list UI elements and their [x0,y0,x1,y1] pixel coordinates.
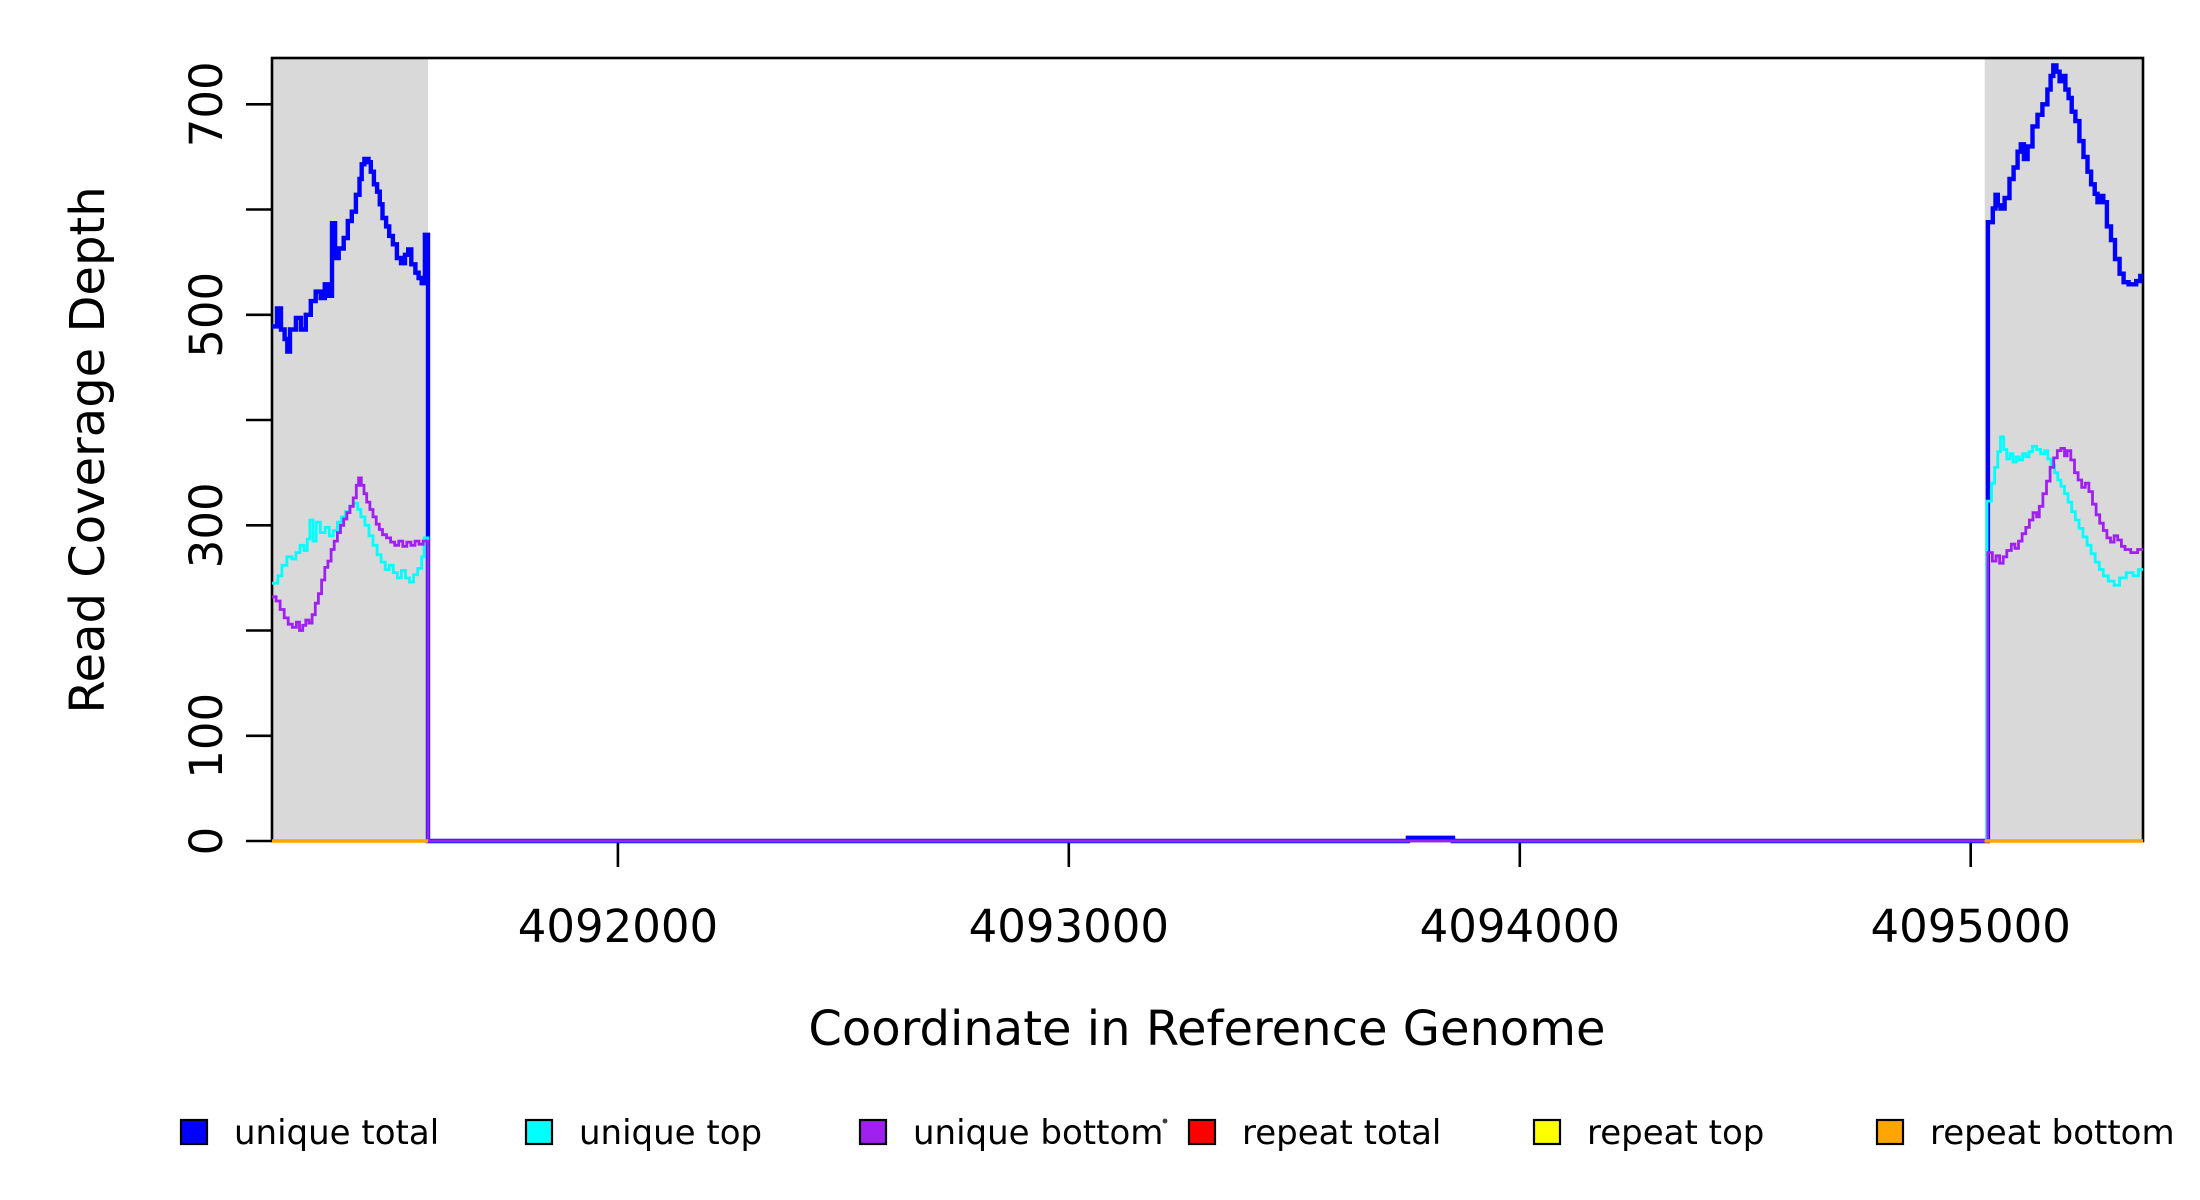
legend-item-unique-top: unique top [524,1113,762,1153]
legend-item-label: repeat total [1242,1113,1441,1153]
y-tick-label: 0 [180,827,233,856]
x-tick-label: 4095000 [1870,900,2070,953]
legend-item-repeat-top: repeat top [1532,1113,1764,1153]
legend-swatch [1875,1118,1905,1146]
legend-swatch [858,1118,888,1146]
legend-stray-mark [1162,1118,1168,1124]
legend: unique total unique top unique bottom repea… [179,1113,2175,1153]
legend-item-label: unique top [579,1113,762,1153]
y-tick-label: 100 [180,693,233,779]
legend-item-label: unique total [234,1113,439,1153]
series-line-unique-top [272,435,2143,843]
y-tick-label: 700 [180,61,233,147]
legend-swatch [179,1118,209,1146]
series-line-unique-bottom [272,447,2143,843]
x-tick-label: 4094000 [1420,900,1620,953]
legend-item-repeat-bottom: repeat bottom [1875,1113,2175,1153]
legend-item-unique-bottom: unique bottom [858,1113,1163,1153]
legend-swatch [1187,1118,1217,1146]
legend-item-unique-total: unique total [179,1113,439,1153]
plot-box-layer [270,56,2145,843]
x-tick-label: 4092000 [518,900,718,953]
series-line-unique-total [272,63,2143,844]
plot-border [270,56,2145,843]
y-tick-label: 500 [180,272,233,358]
y-axis-title: Read Coverage Depth [60,186,116,713]
y-tick-label: 300 [180,482,233,568]
series-layer [272,63,2143,844]
x-tick-label: 4093000 [969,900,1169,953]
x-axis-title: Coordinate in Reference Genome [808,1001,1605,1057]
axes-layer: 4092000 4093000 4094000 4095000 0 100 300 500 70… [180,61,2071,953]
legend-item-label: repeat bottom [1930,1113,2175,1153]
shaded-regions-layer [272,58,2143,841]
legend-item-repeat-total: repeat total [1187,1113,1441,1153]
legend-item-label: unique bottom [913,1113,1163,1153]
legend-swatch [524,1118,554,1146]
shaded-region [272,58,428,841]
legend-swatch [1532,1118,1562,1146]
legend-item-label: repeat top [1587,1113,1764,1153]
